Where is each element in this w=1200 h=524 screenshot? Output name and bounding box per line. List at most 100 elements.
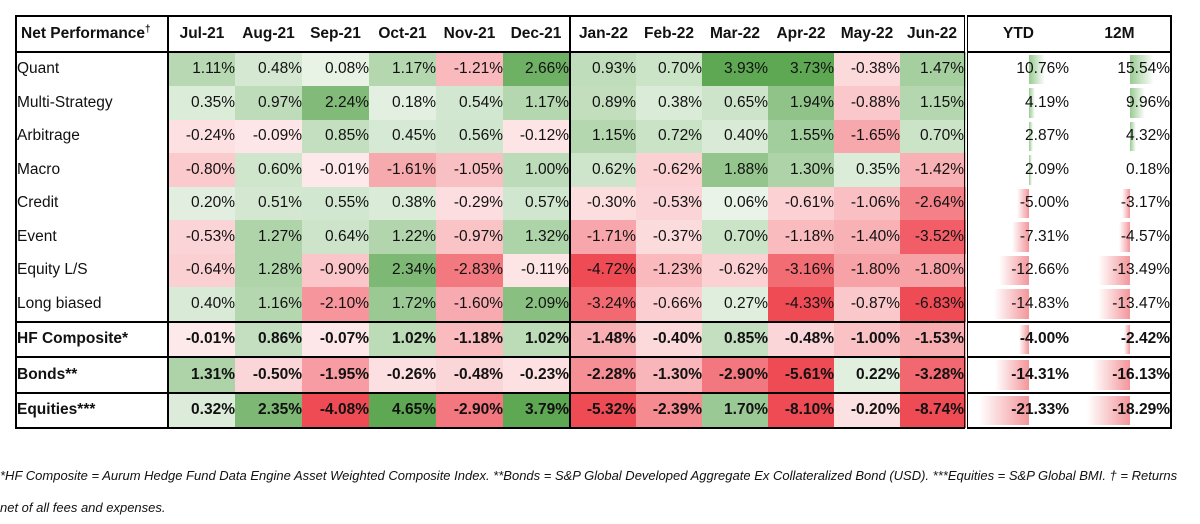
value-cell: 2.34% [369,254,436,288]
row-label: HF Composite* [16,322,168,358]
bar-value: 2.87% [1025,127,1069,144]
bar-value: 10.76% [1016,60,1069,77]
value-cell: -0.23% [503,357,570,393]
ytd-cell: 10.76% [966,52,1069,87]
bar-value: -4.57% [1121,228,1170,245]
value-cell: -0.26% [369,357,436,393]
value-cell: 0.06% [702,187,768,221]
value-cell: -1.80% [900,254,966,288]
ytd-cell: -5.00% [966,187,1069,221]
bar-value: 15.54% [1117,60,1170,77]
value-cell: 0.40% [168,287,235,322]
row-label: Multi-Strategy [16,86,168,120]
value-cell: -0.61% [768,187,834,221]
value-cell: 0.97% [235,86,302,120]
value-cell: 1.17% [369,52,436,87]
header-feb-22: Feb-22 [636,16,702,52]
value-cell: -2.90% [702,357,768,393]
value-cell: 0.56% [436,120,503,154]
ytd-cell: -14.31% [966,357,1069,393]
value-cell: 4.65% [369,393,436,429]
header-jun-22: Jun-22 [900,16,966,52]
value-cell: -0.62% [636,153,702,187]
value-cell: 0.93% [570,52,636,87]
value-cell: -0.80% [168,153,235,187]
value-cell: -1.65% [834,120,900,154]
bar-value: -13.49% [1112,261,1170,278]
value-cell: -4.72% [570,254,636,288]
value-cell: -0.29% [436,187,503,221]
value-cell: -1.42% [900,153,966,187]
value-cell: -4.33% [768,287,834,322]
table-row: Macro-0.80%0.60%-0.01%-1.61%-1.05%1.00%0… [16,153,1171,187]
bar-value: 9.96% [1126,94,1170,111]
row-label: Bonds** [16,357,168,393]
bar-value: 2.09% [1025,161,1069,178]
header-sep-21: Sep-21 [302,16,369,52]
value-cell: -1.53% [900,322,966,358]
value-cell: 0.55% [302,187,369,221]
m12-cell: -16.13% [1069,357,1171,393]
header-ytd: YTD [966,16,1069,52]
header-jan-22: Jan-22 [570,16,636,52]
value-cell: 0.08% [302,52,369,87]
value-cell: 2.09% [503,287,570,322]
value-cell: -1.06% [834,187,900,221]
bar-value: -21.33% [1011,401,1069,418]
value-cell: 1.22% [369,220,436,254]
value-cell: -0.38% [834,52,900,87]
table-row: HF Composite*-0.01%0.86%-0.07%1.02%-1.18… [16,322,1171,358]
value-cell: 2.35% [235,393,302,429]
header-apr-22: Apr-22 [768,16,834,52]
value-cell: -0.66% [636,287,702,322]
value-cell: -0.97% [436,220,503,254]
table-row: Equity L/S-0.64%1.28%-0.90%2.34%-2.83%-0… [16,254,1171,288]
value-cell: -3.16% [768,254,834,288]
header-aug-21: Aug-21 [235,16,302,52]
row-label: Equities*** [16,393,168,429]
value-cell: 0.38% [369,187,436,221]
value-cell: 1.88% [702,153,768,187]
bar-value: -14.83% [1011,295,1069,312]
value-cell: -0.53% [168,220,235,254]
value-cell: 0.27% [702,287,768,322]
header-jul-21: Jul-21 [168,16,235,52]
value-cell: -1.71% [570,220,636,254]
value-cell: 1.72% [369,287,436,322]
m12-cell: 0.18% [1069,153,1171,187]
header-may-22: May-22 [834,16,900,52]
header-nov-21: Nov-21 [436,16,503,52]
value-cell: -8.74% [900,393,966,429]
bar-value: -18.29% [1112,401,1170,418]
value-cell: 1.17% [503,86,570,120]
value-cell: 1.70% [702,393,768,429]
header-12m: 12M [1069,16,1171,52]
value-cell: 0.85% [702,322,768,358]
bar-value: 4.19% [1025,94,1069,111]
value-cell: 1.94% [768,86,834,120]
value-cell: 3.93% [702,52,768,87]
value-cell: -0.40% [636,322,702,358]
value-cell: 1.15% [900,86,966,120]
value-cell: -0.01% [302,153,369,187]
m12-cell: -2.42% [1069,322,1171,358]
value-cell: -0.11% [503,254,570,288]
value-cell: 2.24% [302,86,369,120]
value-cell: -1.61% [369,153,436,187]
value-cell: -2.90% [436,393,503,429]
value-cell: -2.83% [436,254,503,288]
value-cell: 1.15% [570,120,636,154]
value-cell: -0.48% [436,357,503,393]
value-cell: 0.45% [369,120,436,154]
header-mar-22: Mar-22 [702,16,768,52]
value-cell: -5.32% [570,393,636,429]
value-cell: -0.48% [768,322,834,358]
table-row: Bonds**1.31%-0.50%-1.95%-0.26%-0.48%-0.2… [16,357,1171,393]
m12-cell: 15.54% [1069,52,1171,87]
value-cell: 0.57% [503,187,570,221]
value-cell: -0.09% [235,120,302,154]
row-label: Equity L/S [16,254,168,288]
